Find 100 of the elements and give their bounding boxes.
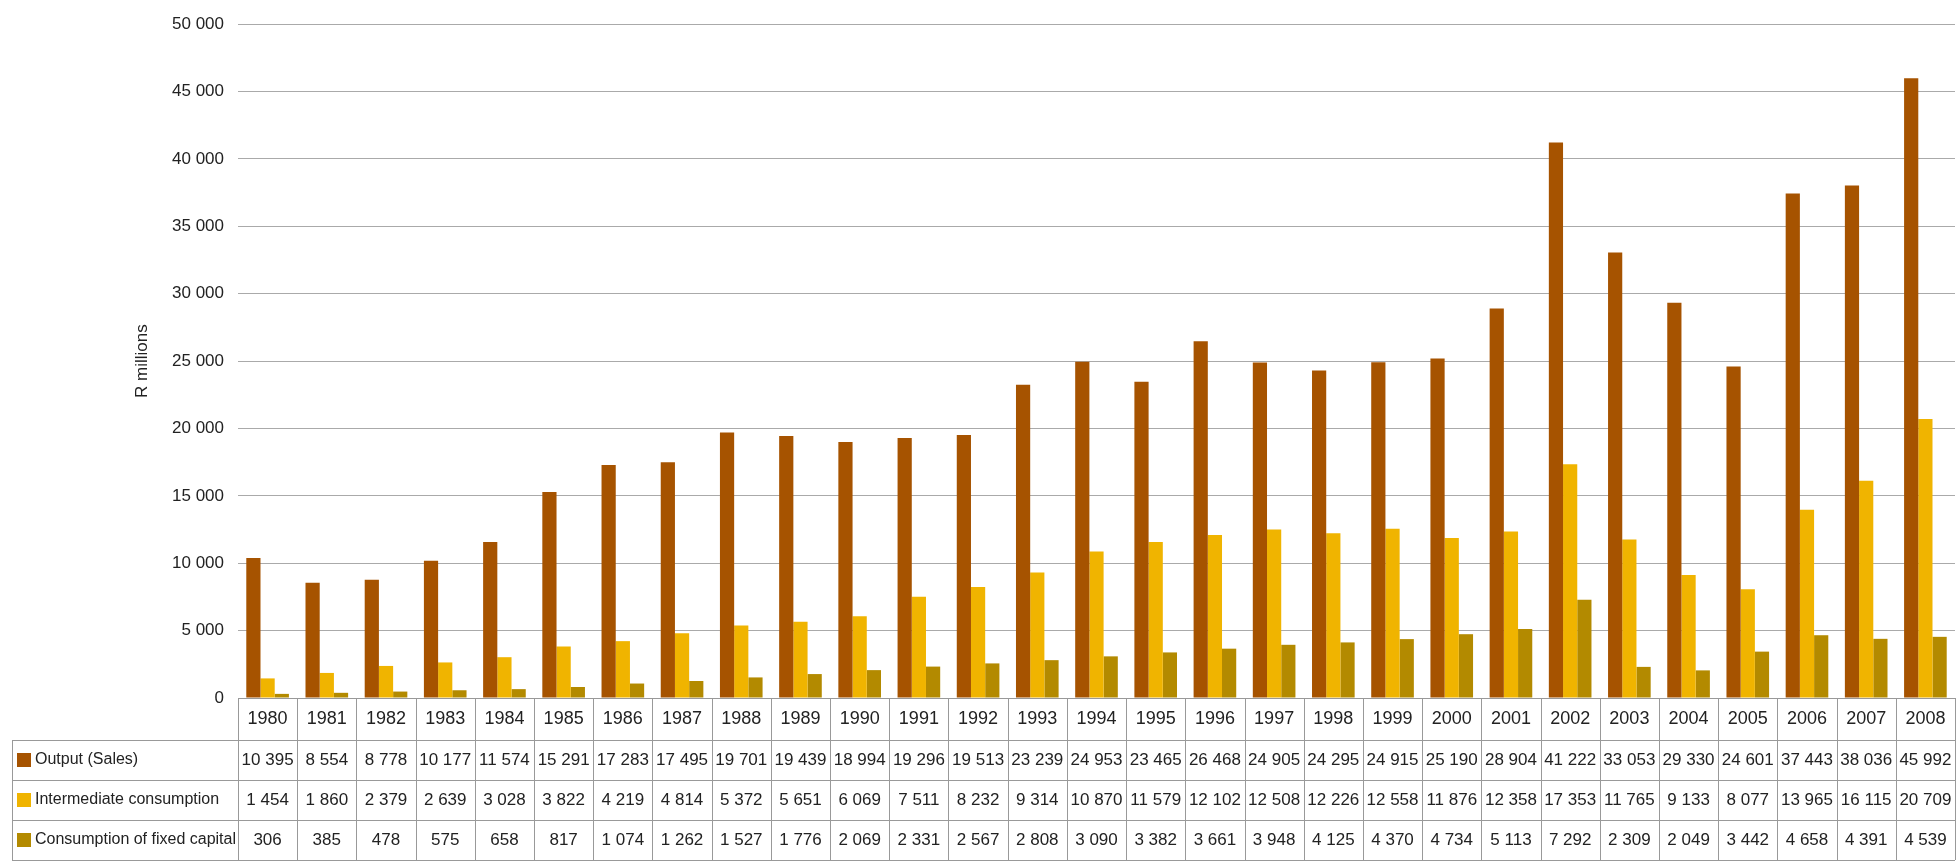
data-label: 12 508 [1248, 789, 1301, 809]
bar [1103, 656, 1118, 698]
data-label: 4 658 [1785, 829, 1829, 849]
bar [793, 621, 808, 698]
data-label: 10 177 [419, 749, 472, 769]
bar [1608, 252, 1623, 698]
bar [956, 435, 971, 698]
data-label: 15 291 [537, 749, 590, 769]
data-label: 5 651 [779, 789, 822, 809]
bar [1918, 418, 1933, 698]
x-tick-label: 1989 [780, 707, 821, 728]
x-tick-label: 1995 [1135, 707, 1176, 728]
data-label: 385 [312, 829, 341, 849]
data-label: 19 513 [952, 749, 1005, 769]
data-label: 12 102 [1188, 789, 1241, 809]
bar [1030, 572, 1045, 698]
bar [1873, 638, 1888, 698]
data-label: 4 125 [1312, 829, 1355, 849]
x-tick-label: 1986 [602, 707, 643, 728]
bar [1399, 639, 1414, 698]
x-tick-label: 2004 [1668, 707, 1709, 728]
y-tick-label: 45 000 [172, 81, 224, 101]
x-tick-label: 1992 [958, 707, 999, 728]
data-label: 6 069 [838, 789, 881, 809]
x-tick-label: 1999 [1372, 707, 1413, 728]
x-tick-label: 1981 [306, 707, 347, 728]
bar [734, 625, 749, 698]
bar [1430, 358, 1445, 698]
data-label: 10 870 [1070, 789, 1123, 809]
x-tick-label: 2005 [1727, 707, 1768, 728]
data-label: 3 822 [542, 789, 585, 809]
data-label: 17 283 [596, 749, 649, 769]
data-label: 4 391 [1844, 829, 1888, 849]
bar [1207, 534, 1223, 698]
data-label: 3 090 [1075, 829, 1118, 849]
data-label: 8 554 [305, 749, 349, 769]
x-tick-label: 2008 [1905, 707, 1946, 728]
data-label: 29 330 [1662, 749, 1715, 769]
bar [807, 674, 822, 698]
data-label: 1 262 [660, 829, 704, 849]
x-tick-label: 2001 [1490, 707, 1531, 728]
data-label: 4 734 [1430, 829, 1474, 849]
bar [378, 665, 394, 698]
bar [748, 677, 763, 698]
bar [1785, 193, 1800, 698]
bar [1312, 370, 1327, 698]
data-label: 2 309 [1608, 829, 1651, 849]
bar [1281, 644, 1296, 698]
bar [246, 557, 261, 698]
bar [1932, 636, 1947, 698]
bar [452, 690, 467, 698]
data-label: 23 465 [1129, 749, 1182, 769]
x-tick-label: 1984 [484, 707, 525, 728]
x-tick-label: 1985 [543, 707, 584, 728]
x-tick-label: 1993 [1017, 707, 1058, 728]
x-tick-label: 1996 [1194, 707, 1235, 728]
bar [779, 436, 794, 698]
bar [1134, 381, 1149, 698]
bar [1799, 509, 1815, 698]
bar [1371, 362, 1386, 698]
data-label: 19 701 [715, 749, 768, 769]
bar [838, 442, 853, 698]
bar [1267, 529, 1282, 698]
legend-label: Output (Sales) [35, 750, 139, 768]
y-tick-label: 0 [214, 687, 224, 707]
data-label: 3 382 [1134, 829, 1177, 849]
x-tick-label: 2006 [1786, 707, 1828, 728]
data-label: 13 965 [1780, 789, 1833, 809]
data-label: 1 776 [779, 829, 822, 849]
data-label: 12 558 [1366, 789, 1419, 809]
bar [570, 686, 585, 698]
x-tick-label: 1987 [662, 707, 703, 728]
data-label: 33 053 [1603, 749, 1656, 769]
x-tick-label: 1997 [1254, 707, 1295, 728]
bar [1385, 528, 1400, 698]
data-label: 5 372 [719, 789, 763, 809]
x-tick-label: 2003 [1609, 707, 1650, 728]
x-tick-label: 1980 [247, 707, 288, 728]
legend-label: Intermediate consumption [35, 790, 220, 808]
bar [1444, 537, 1459, 698]
data-label: 9 314 [1016, 789, 1059, 809]
bar [629, 683, 645, 698]
data-label: 7 511 [898, 789, 940, 809]
bar [1726, 366, 1741, 698]
bar [1636, 666, 1651, 698]
bar [1075, 361, 1090, 698]
bar [985, 663, 1000, 698]
data-label: 16 115 [1840, 789, 1892, 809]
bar [274, 693, 289, 698]
bar [1193, 341, 1208, 698]
data-label: 24 295 [1307, 749, 1360, 769]
bar [1222, 648, 1237, 698]
bar [1489, 308, 1504, 698]
bar [866, 670, 881, 698]
data-label: 3 948 [1252, 829, 1296, 849]
bar [483, 542, 498, 698]
data-label: 4 370 [1371, 829, 1414, 849]
bar [1681, 574, 1696, 698]
data-label: 3 661 [1193, 829, 1237, 849]
bar [615, 641, 630, 698]
